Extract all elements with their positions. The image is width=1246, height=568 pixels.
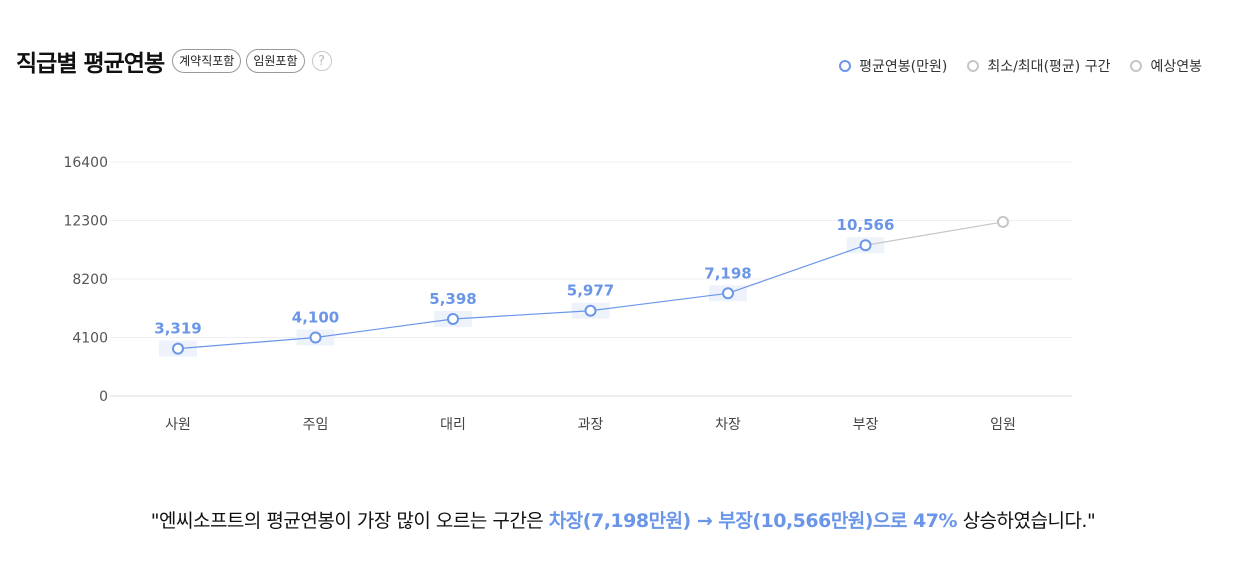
legend-label: 예상연봉 bbox=[1150, 59, 1202, 75]
data-label: 5,398 bbox=[429, 290, 476, 308]
contract-filter-chip[interactable]: 계약직포함 bbox=[172, 49, 242, 73]
legend-dot-icon bbox=[967, 60, 980, 72]
legend-label: 평균연봉(만원) bbox=[859, 59, 948, 75]
average-salary-point bbox=[309, 331, 322, 344]
legend-label: 최소/최대(평균) 구간 bbox=[987, 59, 1111, 75]
x-tick-label: 사원 bbox=[165, 417, 191, 433]
legend-dot-icon bbox=[1130, 60, 1143, 72]
expected-salary-point bbox=[997, 215, 1009, 228]
data-label: 3,319 bbox=[154, 320, 201, 338]
x-tick-label: 부장 bbox=[853, 417, 879, 433]
x-tick-label: 차장 bbox=[715, 417, 741, 433]
data-label: 10,566 bbox=[837, 216, 895, 234]
x-tick-label: 대리 bbox=[440, 417, 466, 433]
y-tick-label: 12300 bbox=[63, 214, 108, 230]
average-salary-point bbox=[447, 312, 459, 325]
summary-suffix: 상승하였습니다." bbox=[957, 510, 1096, 532]
summary-prefix: "엔씨소프트의 평균연봉이 가장 많이 오르는 구간은 bbox=[150, 510, 549, 532]
y-tick-label: 0 bbox=[99, 389, 108, 405]
x-tick-label: 과장 bbox=[578, 417, 604, 433]
expected-salary-line bbox=[865, 221, 1004, 246]
y-tick-label: 16400 bbox=[63, 155, 108, 171]
x-tick-label: 임원 bbox=[990, 417, 1016, 433]
legend-dot-icon bbox=[839, 60, 852, 72]
chart-header: 직급별 평균연봉 계약직포함 임원포함 ? bbox=[16, 44, 332, 78]
help-icon[interactable]: ? bbox=[311, 51, 332, 71]
average-salary-point bbox=[584, 304, 597, 317]
average-salary-point bbox=[172, 342, 184, 355]
average-salary-point bbox=[722, 287, 734, 300]
summary-sentence: "엔씨소프트의 평균연봉이 가장 많이 오르는 구간은 차장(7,198만원) … bbox=[0, 506, 1246, 533]
page-title: 직급별 평균연봉 bbox=[16, 51, 165, 77]
data-label: 5,977 bbox=[567, 282, 614, 300]
legend-item-average: 평균연봉(만원) bbox=[839, 56, 947, 76]
executive-filter-chip[interactable]: 임원포함 bbox=[246, 49, 305, 73]
y-tick-label: 4100 bbox=[72, 331, 108, 347]
data-label: 7,198 bbox=[704, 264, 751, 282]
salary-line-chart: 0 4100 8200 12300 16400 사원 주임 대리 과장 차장 부장 임원 3,319 4,… bbox=[63, 155, 1072, 433]
legend-item-range: 최소/최대(평균) 구간 bbox=[967, 56, 1110, 76]
chart-legend: 평균연봉(만원) 최소/최대(평균) 구간 예상연봉 bbox=[819, 56, 1202, 76]
x-tick-label: 주임 bbox=[303, 417, 329, 433]
legend-item-expected: 예상연봉 bbox=[1130, 56, 1202, 76]
data-label: 4,100 bbox=[292, 309, 339, 327]
summary-highlight: 차장(7,198만원) → 부장(10,566만원)으로 47% bbox=[548, 510, 958, 532]
average-salary-line bbox=[177, 244, 866, 350]
y-tick-label: 8200 bbox=[72, 272, 108, 288]
average-salary-point bbox=[859, 239, 872, 252]
